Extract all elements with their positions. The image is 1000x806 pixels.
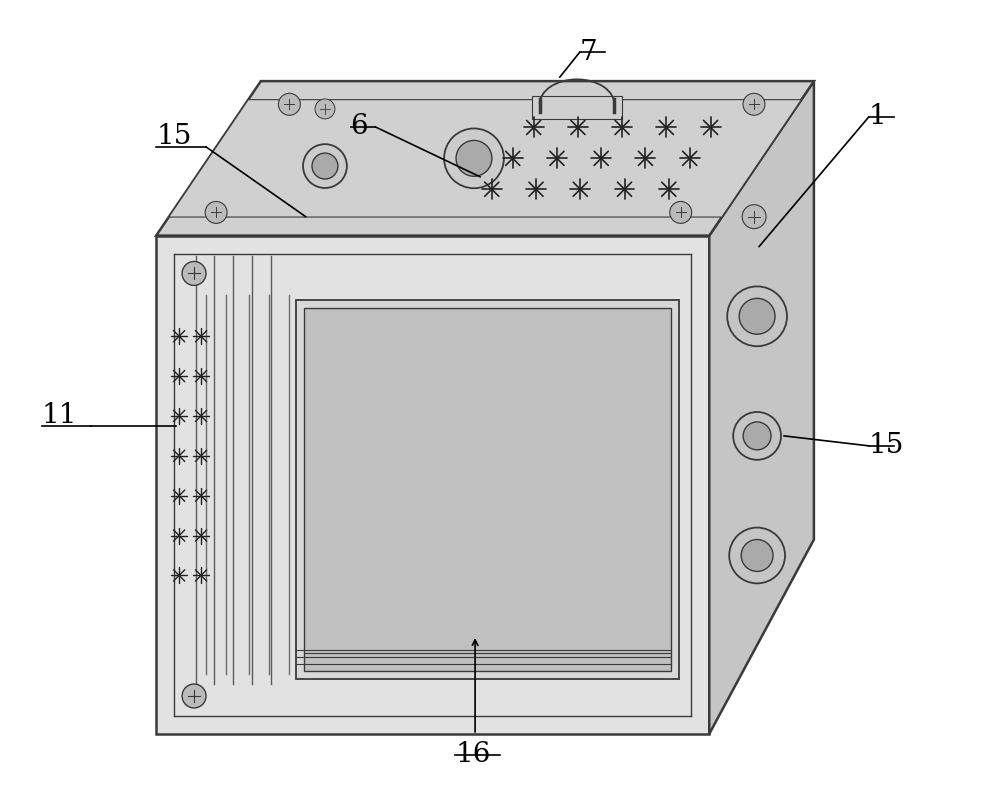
Text: 16: 16: [455, 742, 491, 768]
Polygon shape: [156, 81, 814, 235]
Circle shape: [182, 261, 206, 285]
Circle shape: [670, 202, 692, 223]
Circle shape: [315, 99, 335, 118]
Text: 11: 11: [42, 402, 77, 430]
Text: 7: 7: [580, 39, 597, 66]
Circle shape: [182, 684, 206, 708]
Circle shape: [729, 528, 785, 584]
Circle shape: [456, 140, 492, 177]
Polygon shape: [296, 301, 679, 679]
Circle shape: [743, 422, 771, 450]
Circle shape: [727, 286, 787, 347]
Circle shape: [739, 298, 775, 334]
Text: 15: 15: [869, 432, 904, 459]
Circle shape: [444, 128, 504, 189]
Polygon shape: [156, 235, 709, 733]
Circle shape: [742, 205, 766, 229]
Circle shape: [743, 93, 765, 115]
Polygon shape: [169, 100, 801, 217]
Polygon shape: [532, 96, 622, 119]
Circle shape: [312, 153, 338, 179]
Circle shape: [205, 202, 227, 223]
Text: 15: 15: [156, 123, 192, 151]
Circle shape: [733, 412, 781, 459]
Circle shape: [278, 93, 300, 115]
Text: 6: 6: [351, 114, 368, 140]
Circle shape: [741, 539, 773, 571]
Polygon shape: [304, 309, 671, 671]
Text: 1: 1: [869, 103, 886, 131]
Circle shape: [303, 144, 347, 188]
Polygon shape: [709, 81, 814, 733]
